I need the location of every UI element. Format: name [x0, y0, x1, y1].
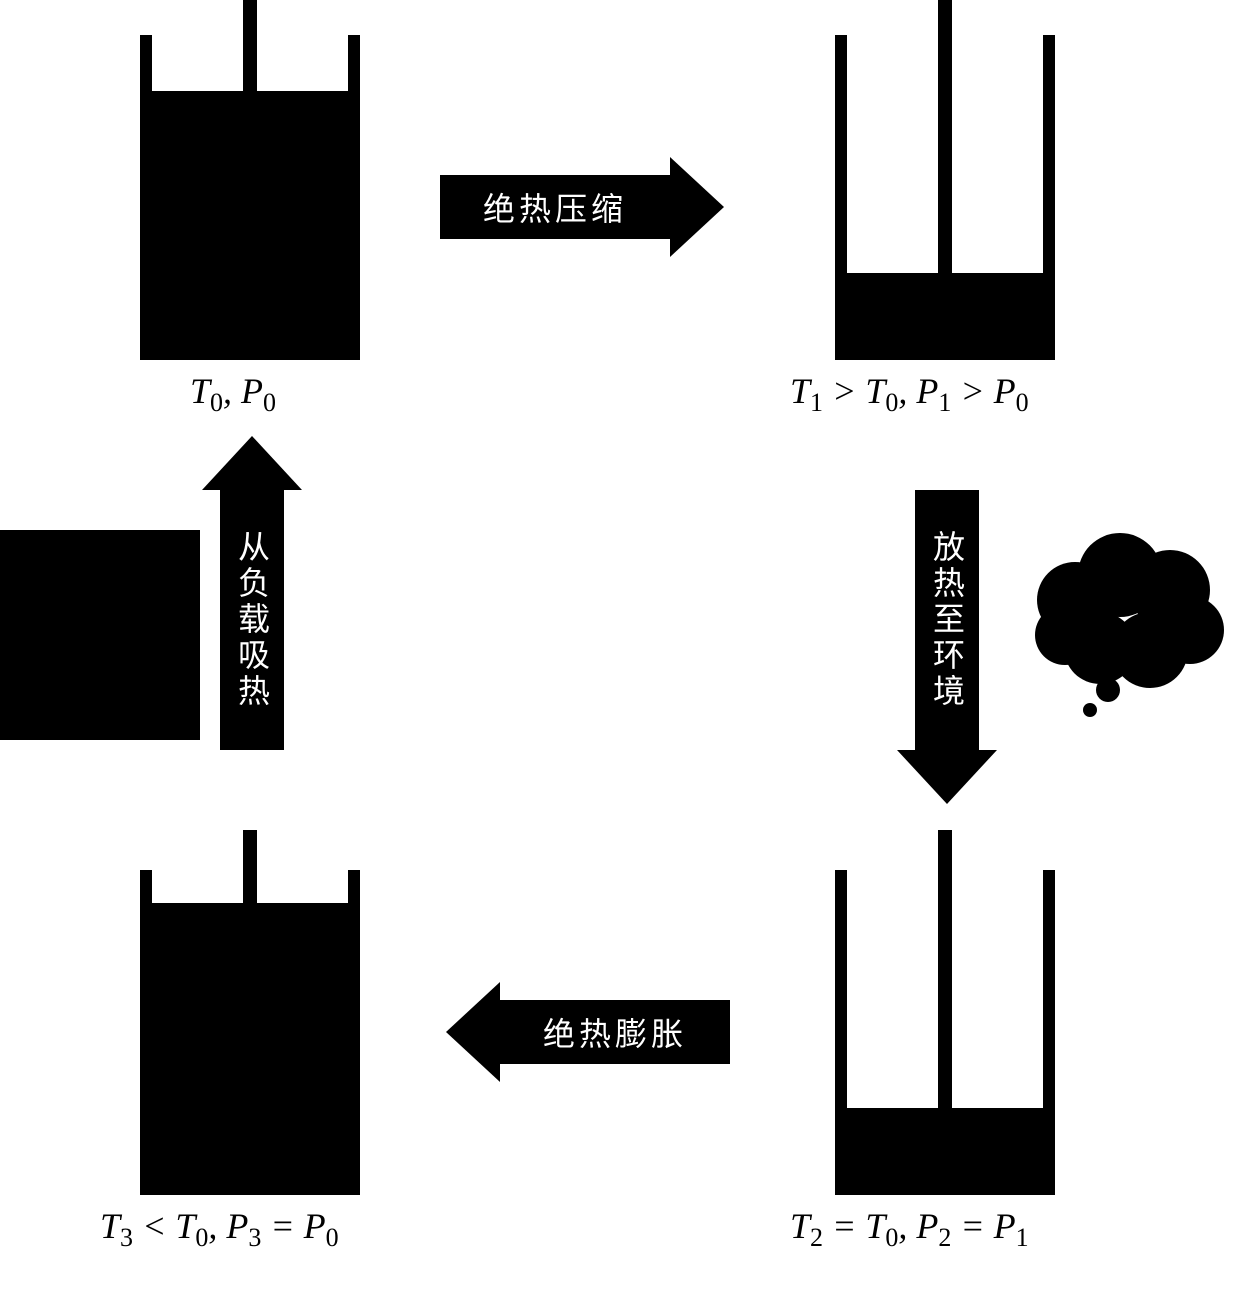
- arrow-heat-release: 放热至环境: [915, 490, 979, 750]
- piston-state3: [140, 870, 360, 1195]
- gas-region: [847, 1114, 1043, 1183]
- arrow-label: 放热至环境: [924, 530, 970, 710]
- gas-region: [152, 917, 348, 1183]
- piston-state1: [835, 35, 1055, 360]
- gas-region: [152, 104, 348, 348]
- arrow-heat-absorb-from-load: 从负载吸热: [220, 490, 284, 750]
- caption-text: T3 < T0, P3 = P0: [100, 1206, 339, 1246]
- load-block: [0, 530, 200, 740]
- piston-head: [152, 903, 348, 917]
- caption-state3: T3 < T0, P3 = P0: [100, 1205, 339, 1253]
- arrow-adiabatic-compression: 绝热压缩: [440, 175, 670, 239]
- environment-cloud-icon: [1020, 530, 1230, 720]
- caption-text: T0, P0: [190, 371, 276, 411]
- piston-rod: [243, 0, 257, 105]
- thermodynamic-cycle-diagram: T0, P0 绝热压缩 T1 > T0, P1 > P0 放热至环境: [0, 0, 1240, 1295]
- piston-state0: [140, 35, 360, 360]
- gas-region: [847, 279, 1043, 348]
- arrow-label: 绝热膨胀: [543, 1009, 687, 1055]
- caption-state2: T2 = T0, P2 = P1: [790, 1205, 1029, 1253]
- caption-text: T1 > T0, P1 > P0: [790, 371, 1029, 411]
- piston-rod: [938, 830, 952, 1122]
- caption-state0: T0, P0: [190, 370, 276, 418]
- piston-state2: [835, 870, 1055, 1195]
- arrow-label: 从负载吸热: [229, 530, 275, 710]
- caption-state1: T1 > T0, P1 > P0: [790, 370, 1029, 418]
- caption-text: T2 = T0, P2 = P1: [790, 1206, 1029, 1246]
- piston-rod: [938, 0, 952, 287]
- arrow-adiabatic-expansion: 绝热膨胀: [500, 1000, 730, 1064]
- arrow-label: 绝热压缩: [483, 184, 627, 230]
